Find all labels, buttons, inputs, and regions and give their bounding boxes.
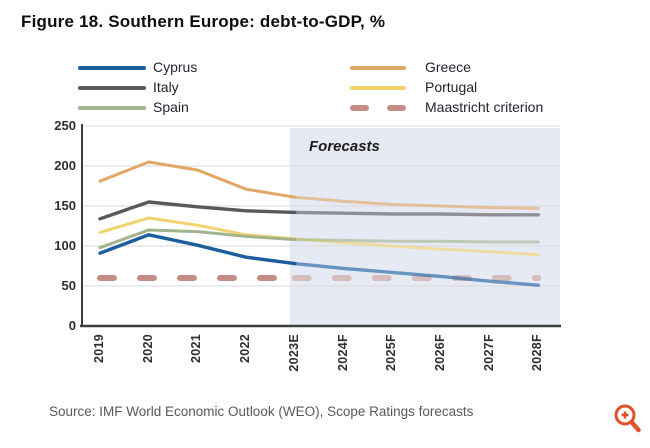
series-line-cyprus-forecast [293,261,540,287]
series-line-greece-forecast [293,195,540,210]
x-axis-tick: 2024F [335,334,350,371]
x-axis-tick: 2027F [481,334,496,371]
x-axis-tick: 2023E [286,334,301,372]
x-axis-tick: 2028F [530,334,545,371]
series-line-spain-history [98,228,297,250]
y-axis-tick: 50 [61,278,76,293]
x-axis-tick: 2020 [140,334,155,364]
series-line-greece-history [98,160,297,199]
legend-label: Italy [153,79,179,95]
y-axis-tick: 100 [54,238,76,253]
forecasts-annotation: Forecasts [309,138,380,155]
series-line-italy-forecast [293,210,540,217]
legend-label: Maastricht criterion [425,99,544,115]
y-axis-tick: 250 [54,118,76,133]
series-line-cyprus-history [98,233,297,266]
legend-swatch-dash [387,105,406,111]
forecast-region [290,128,560,326]
y-axis-tick: 150 [54,198,76,213]
series-line-spain-forecast [293,238,540,244]
legend-swatch-dash [350,105,369,111]
legend-swatch [78,86,146,90]
legend-swatch [78,66,146,70]
x-axis-tick: 2019 [92,334,106,364]
legend-label: Portugal [425,79,478,95]
legend-label: Greece [425,59,471,75]
chart-legend: Cyprus Italy Spain Greece Portugal Maastricht… [0,0,650,125]
legend-swatch [78,106,146,110]
series-line-portugal-forecast [293,237,540,257]
series-line-italy-history [98,200,297,221]
legend-swatch [350,66,406,70]
legend-swatch [350,86,406,90]
source-caption: Source: IMF World Economic Outlook (WEO)… [49,404,474,419]
legend-label: Cyprus [153,59,198,75]
figure-title: Figure 18. Southern Europe: debt-to-GDP,… [21,12,386,31]
x-axis-tick: 2022 [238,334,253,364]
y-axis-tick: 0 [68,318,76,333]
y-axis-tick: 200 [54,158,76,173]
x-axis-tick: 2026F [432,334,447,371]
zoom-in-icon[interactable] [610,401,646,441]
x-axis-tick: 2025F [384,334,399,371]
legend-label: Spain [153,99,189,115]
x-axis-tick: 2021 [189,334,204,364]
